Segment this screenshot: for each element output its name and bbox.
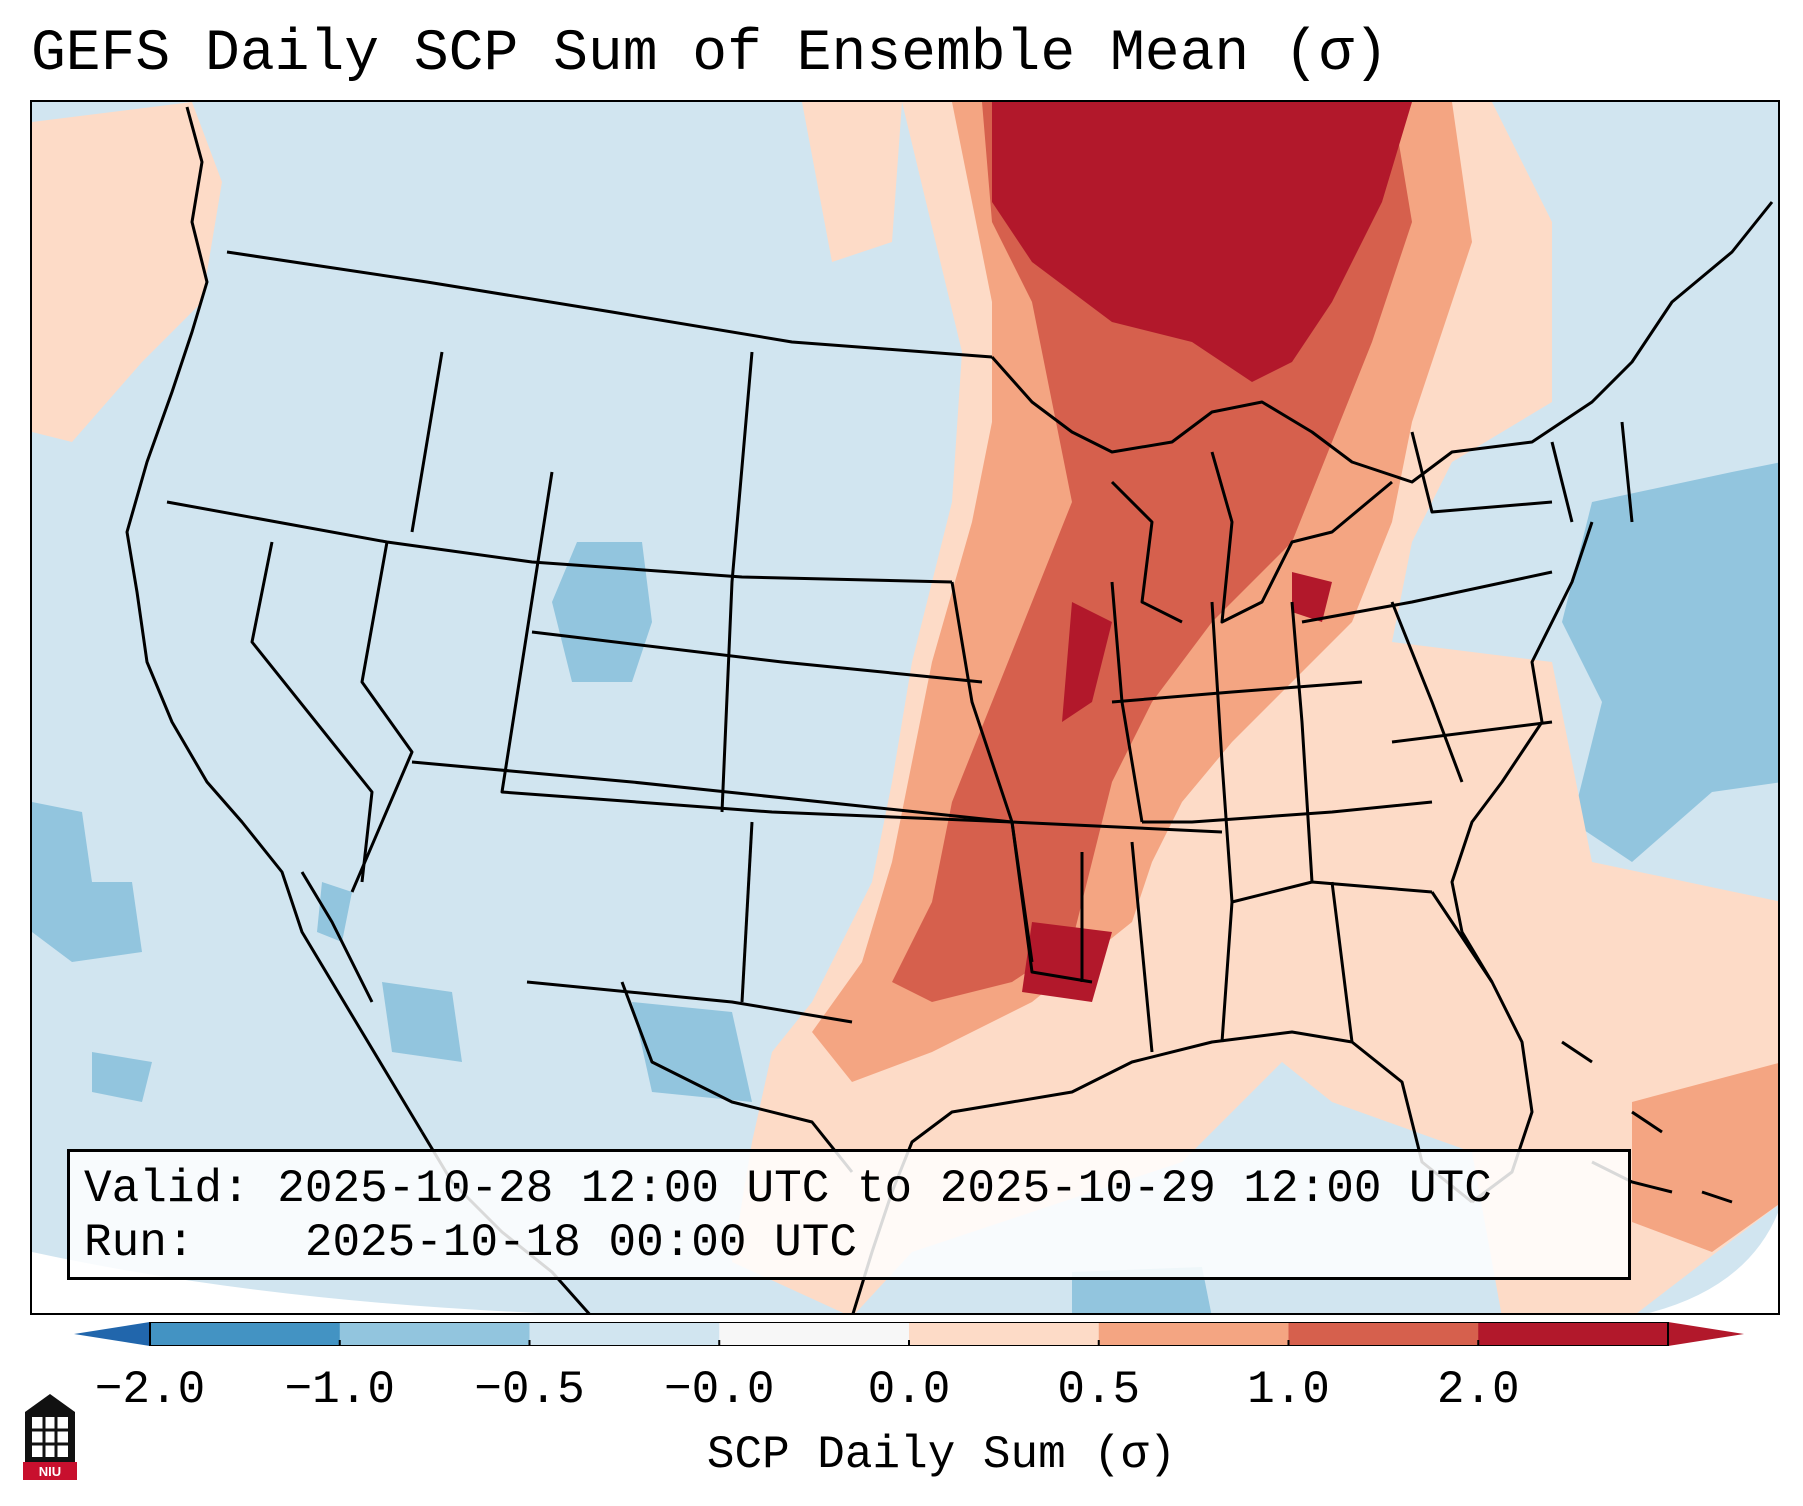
run-label: Run: (84, 1217, 195, 1269)
colorbar-tick-label: 0.5 (1057, 1364, 1141, 1416)
valid-row: Valid: 2025-10-28 12:00 UTC to 2025-10-2… (84, 1162, 1628, 1216)
colorbar-tick-label: 0.0 (867, 1364, 951, 1416)
colorbar-segment (719, 1322, 910, 1346)
colorbar-segment (339, 1322, 530, 1346)
chart-title: GEFS Daily SCP Sum of Ensemble Mean (σ) (31, 22, 1389, 87)
map-panel (30, 100, 1780, 1315)
colorbar-segment (529, 1322, 720, 1346)
colorbar-segment (1098, 1322, 1289, 1346)
niu-logo: NIU (23, 1394, 77, 1480)
colorbar (74, 1322, 1744, 1346)
colorbar-tick-label: −0.0 (664, 1364, 775, 1416)
run-row: Run: 2025-10-18 00:00 UTC (84, 1216, 1628, 1270)
colorbar-segment (1288, 1322, 1479, 1346)
colorbar-tick-label: −2.0 (94, 1364, 206, 1416)
map-corner-blank (32, 1252, 541, 1313)
map-svg (32, 102, 1778, 1313)
colorbar-tick-label: −1.0 (284, 1364, 395, 1416)
colorbar-segment (150, 1322, 341, 1346)
negative-anomaly-patches (32, 462, 1778, 1313)
colorbar-label: SCP Daily Sum (σ) (706, 1429, 1177, 1481)
colorbar-extend-low (74, 1322, 150, 1346)
colorbar-outline (149, 1322, 1669, 1346)
map-corner-blank-right (1648, 1212, 1778, 1313)
colorbar-tick-label: 1.0 (1247, 1364, 1330, 1416)
colorbar-segment (1478, 1322, 1669, 1346)
valid-run-info-box: Valid: 2025-10-28 12:00 UTC to 2025-10-2… (67, 1149, 1631, 1280)
run-value: 2025-10-18 00:00 UTC (304, 1217, 857, 1269)
valid-value: 2025-10-28 12:00 UTC to 2025-10-29 12:00… (277, 1163, 1492, 1215)
valid-label: Valid: (84, 1163, 250, 1215)
colorbar-tick-label: −0.5 (474, 1364, 585, 1416)
logo-text: NIU (39, 1464, 61, 1479)
colorbar-segment (909, 1322, 1100, 1346)
colorbar-tick-label: 2.0 (1436, 1364, 1520, 1416)
colorbar-extend-high (1668, 1322, 1744, 1346)
